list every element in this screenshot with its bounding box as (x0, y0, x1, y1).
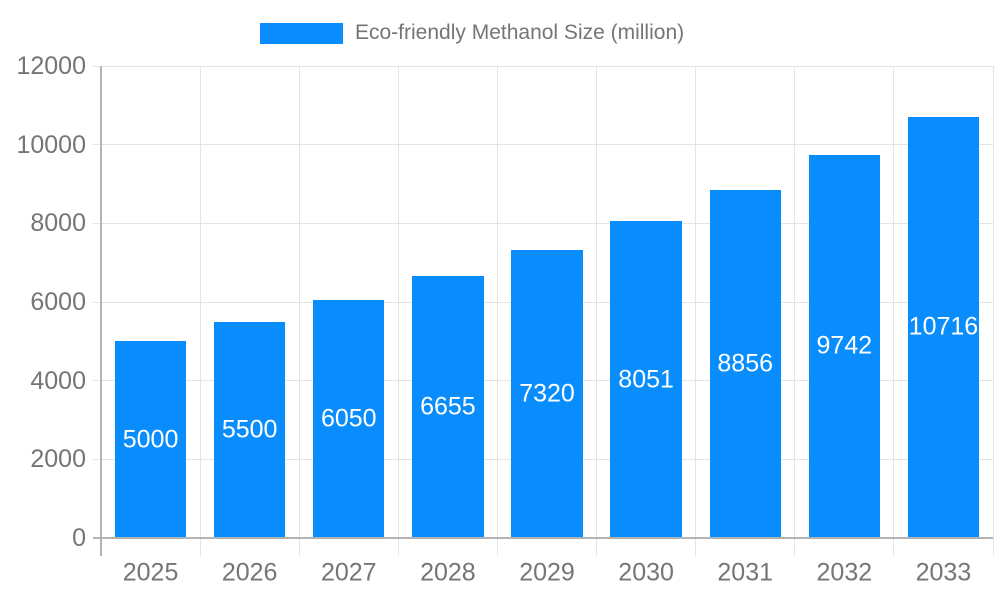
h-gridline (93, 65, 993, 67)
bar-2027[interactable] (313, 300, 385, 538)
bar-value-label: 10716 (908, 312, 979, 341)
x-axis-line (93, 537, 993, 539)
bar-value-label: 8051 (618, 365, 674, 394)
v-gridline (199, 66, 201, 556)
bar-2029[interactable] (511, 250, 583, 538)
v-gridline (496, 66, 498, 556)
v-gridline (794, 66, 796, 556)
bar-2030[interactable] (610, 221, 682, 538)
y-tick-label: 0 (72, 524, 86, 552)
bar-2031[interactable] (709, 189, 781, 538)
v-gridline (695, 66, 697, 556)
bar-value-label: 5000 (122, 425, 179, 454)
bar-value-label: 8856 (717, 349, 774, 378)
x-tick-label: 2030 (618, 558, 674, 587)
y-tick-label: 10000 (16, 130, 86, 159)
x-tick-label: 2028 (420, 558, 476, 587)
bar-value-label: 6655 (420, 392, 476, 421)
bar-value-label: 7320 (519, 379, 575, 408)
v-gridline (992, 66, 994, 556)
y-axis-line (100, 66, 102, 556)
x-tick-label: 2026 (221, 558, 278, 587)
v-gridline (298, 66, 300, 556)
v-gridline (893, 66, 895, 556)
bar-2028[interactable] (412, 276, 484, 538)
legend-label: Eco-friendly Methanol Size (million) (355, 21, 685, 44)
x-tick-label: 2027 (320, 558, 377, 587)
bar-value-label: 6050 (320, 404, 377, 433)
x-tick-label: 2025 (122, 558, 179, 587)
y-tick-label: 2000 (30, 445, 86, 474)
y-tick-label: 6000 (30, 288, 86, 316)
bar-value-label: 9742 (816, 331, 873, 360)
bar-value-label: 5500 (221, 415, 278, 444)
v-gridline (596, 66, 598, 556)
legend[interactable]: Eco-friendly Methanol Size (million) (260, 21, 685, 44)
h-gridline (93, 222, 993, 224)
v-gridline (397, 66, 399, 556)
bar-2033[interactable] (907, 116, 980, 538)
y-tick-label: 12000 (16, 52, 86, 80)
bar-2032[interactable] (808, 154, 880, 538)
bar-2025[interactable] (114, 341, 187, 538)
x-tick-label: 2029 (519, 558, 575, 587)
h-gridline (93, 144, 993, 146)
bar-2026[interactable] (213, 321, 286, 538)
x-tick-label: 2031 (717, 558, 774, 587)
y-tick-label: 4000 (30, 366, 86, 395)
x-tick-label: 2033 (915, 558, 972, 587)
y-tick-label: 8000 (30, 209, 86, 238)
x-tick-label: 2032 (816, 558, 873, 587)
legend-swatch (260, 22, 343, 44)
